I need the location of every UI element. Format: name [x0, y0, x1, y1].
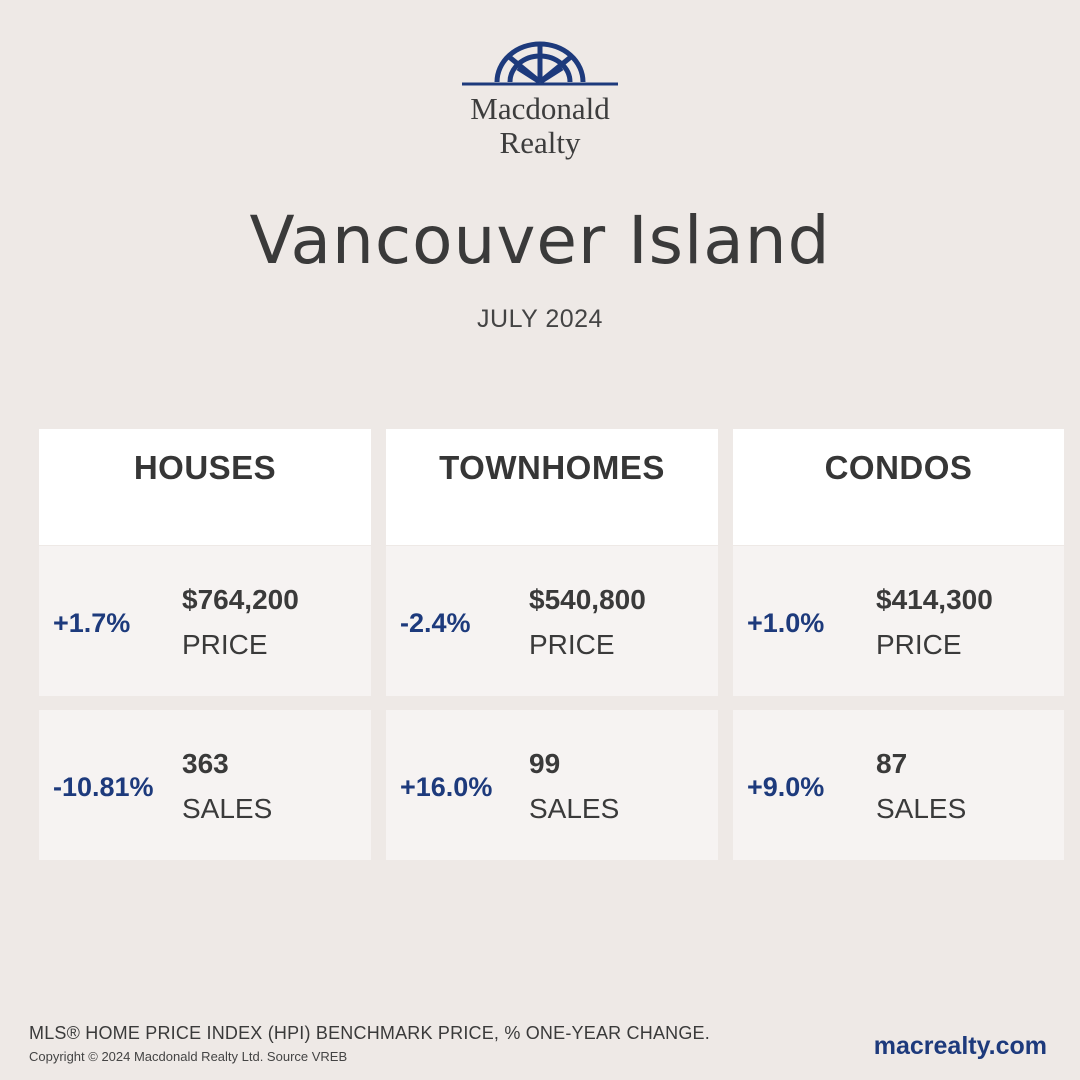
column-heading: TOWNHOMES	[386, 429, 718, 545]
sales-change: +16.0%	[400, 772, 493, 802]
column-townhomes: TOWNHOMES -2.4% $540,800 PRICE +16.0% 99…	[386, 429, 718, 860]
price-change: +1.7%	[53, 608, 131, 638]
price-label: PRICE	[182, 629, 268, 660]
sales-label: SALES	[529, 793, 620, 824]
sales-card: +9.0% 87 SALES	[733, 710, 1064, 860]
price-card: +1.0% $414,300 PRICE	[733, 546, 1064, 696]
price-change: -2.4%	[400, 608, 471, 638]
page-subtitle: JULY 2024	[477, 305, 603, 333]
sales-value: 87	[876, 748, 908, 779]
website-link[interactable]: macrealty.com	[873, 1032, 1047, 1060]
footer-note: MLS® HOME PRICE INDEX (HPI) BENCHMARK PR…	[29, 1023, 710, 1043]
price-value: $764,200	[182, 584, 299, 615]
price-card: +1.7% $764,200 PRICE	[39, 546, 371, 696]
logo-wordmark: Macdonald Realty	[440, 92, 640, 160]
copyright-text: Copyright © 2024 Macdonald Realty Ltd. S…	[29, 1049, 348, 1064]
price-label: PRICE	[529, 629, 615, 660]
sales-card: +16.0% 99 SALES	[386, 710, 718, 860]
sales-label: SALES	[182, 793, 273, 824]
logo-line-2: Realty	[499, 125, 581, 160]
page-title: Vancouver Island	[249, 202, 831, 279]
sales-card: -10.81% 363 SALES	[39, 710, 371, 860]
price-change: +1.0%	[747, 608, 825, 638]
sunrise-emblem-icon	[462, 41, 618, 86]
logo-line-1: Macdonald	[470, 91, 610, 126]
brand-logo: Macdonald Realty	[440, 38, 640, 160]
sales-value: 99	[529, 748, 561, 779]
sales-label: SALES	[876, 793, 967, 824]
column-houses: HOUSES +1.7% $764,200 PRICE -10.81% 363 …	[39, 429, 371, 860]
column-heading: CONDOS	[733, 429, 1064, 545]
price-value: $540,800	[529, 584, 646, 615]
column-heading: HOUSES	[39, 429, 371, 545]
price-value: $414,300	[876, 584, 993, 615]
price-card: -2.4% $540,800 PRICE	[386, 546, 718, 696]
sales-value: 363	[182, 748, 229, 779]
sales-change: -10.81%	[53, 772, 154, 802]
sales-change: +9.0%	[747, 772, 825, 802]
price-label: PRICE	[876, 629, 962, 660]
column-condos: CONDOS +1.0% $414,300 PRICE +9.0% 87 SAL…	[733, 429, 1064, 860]
